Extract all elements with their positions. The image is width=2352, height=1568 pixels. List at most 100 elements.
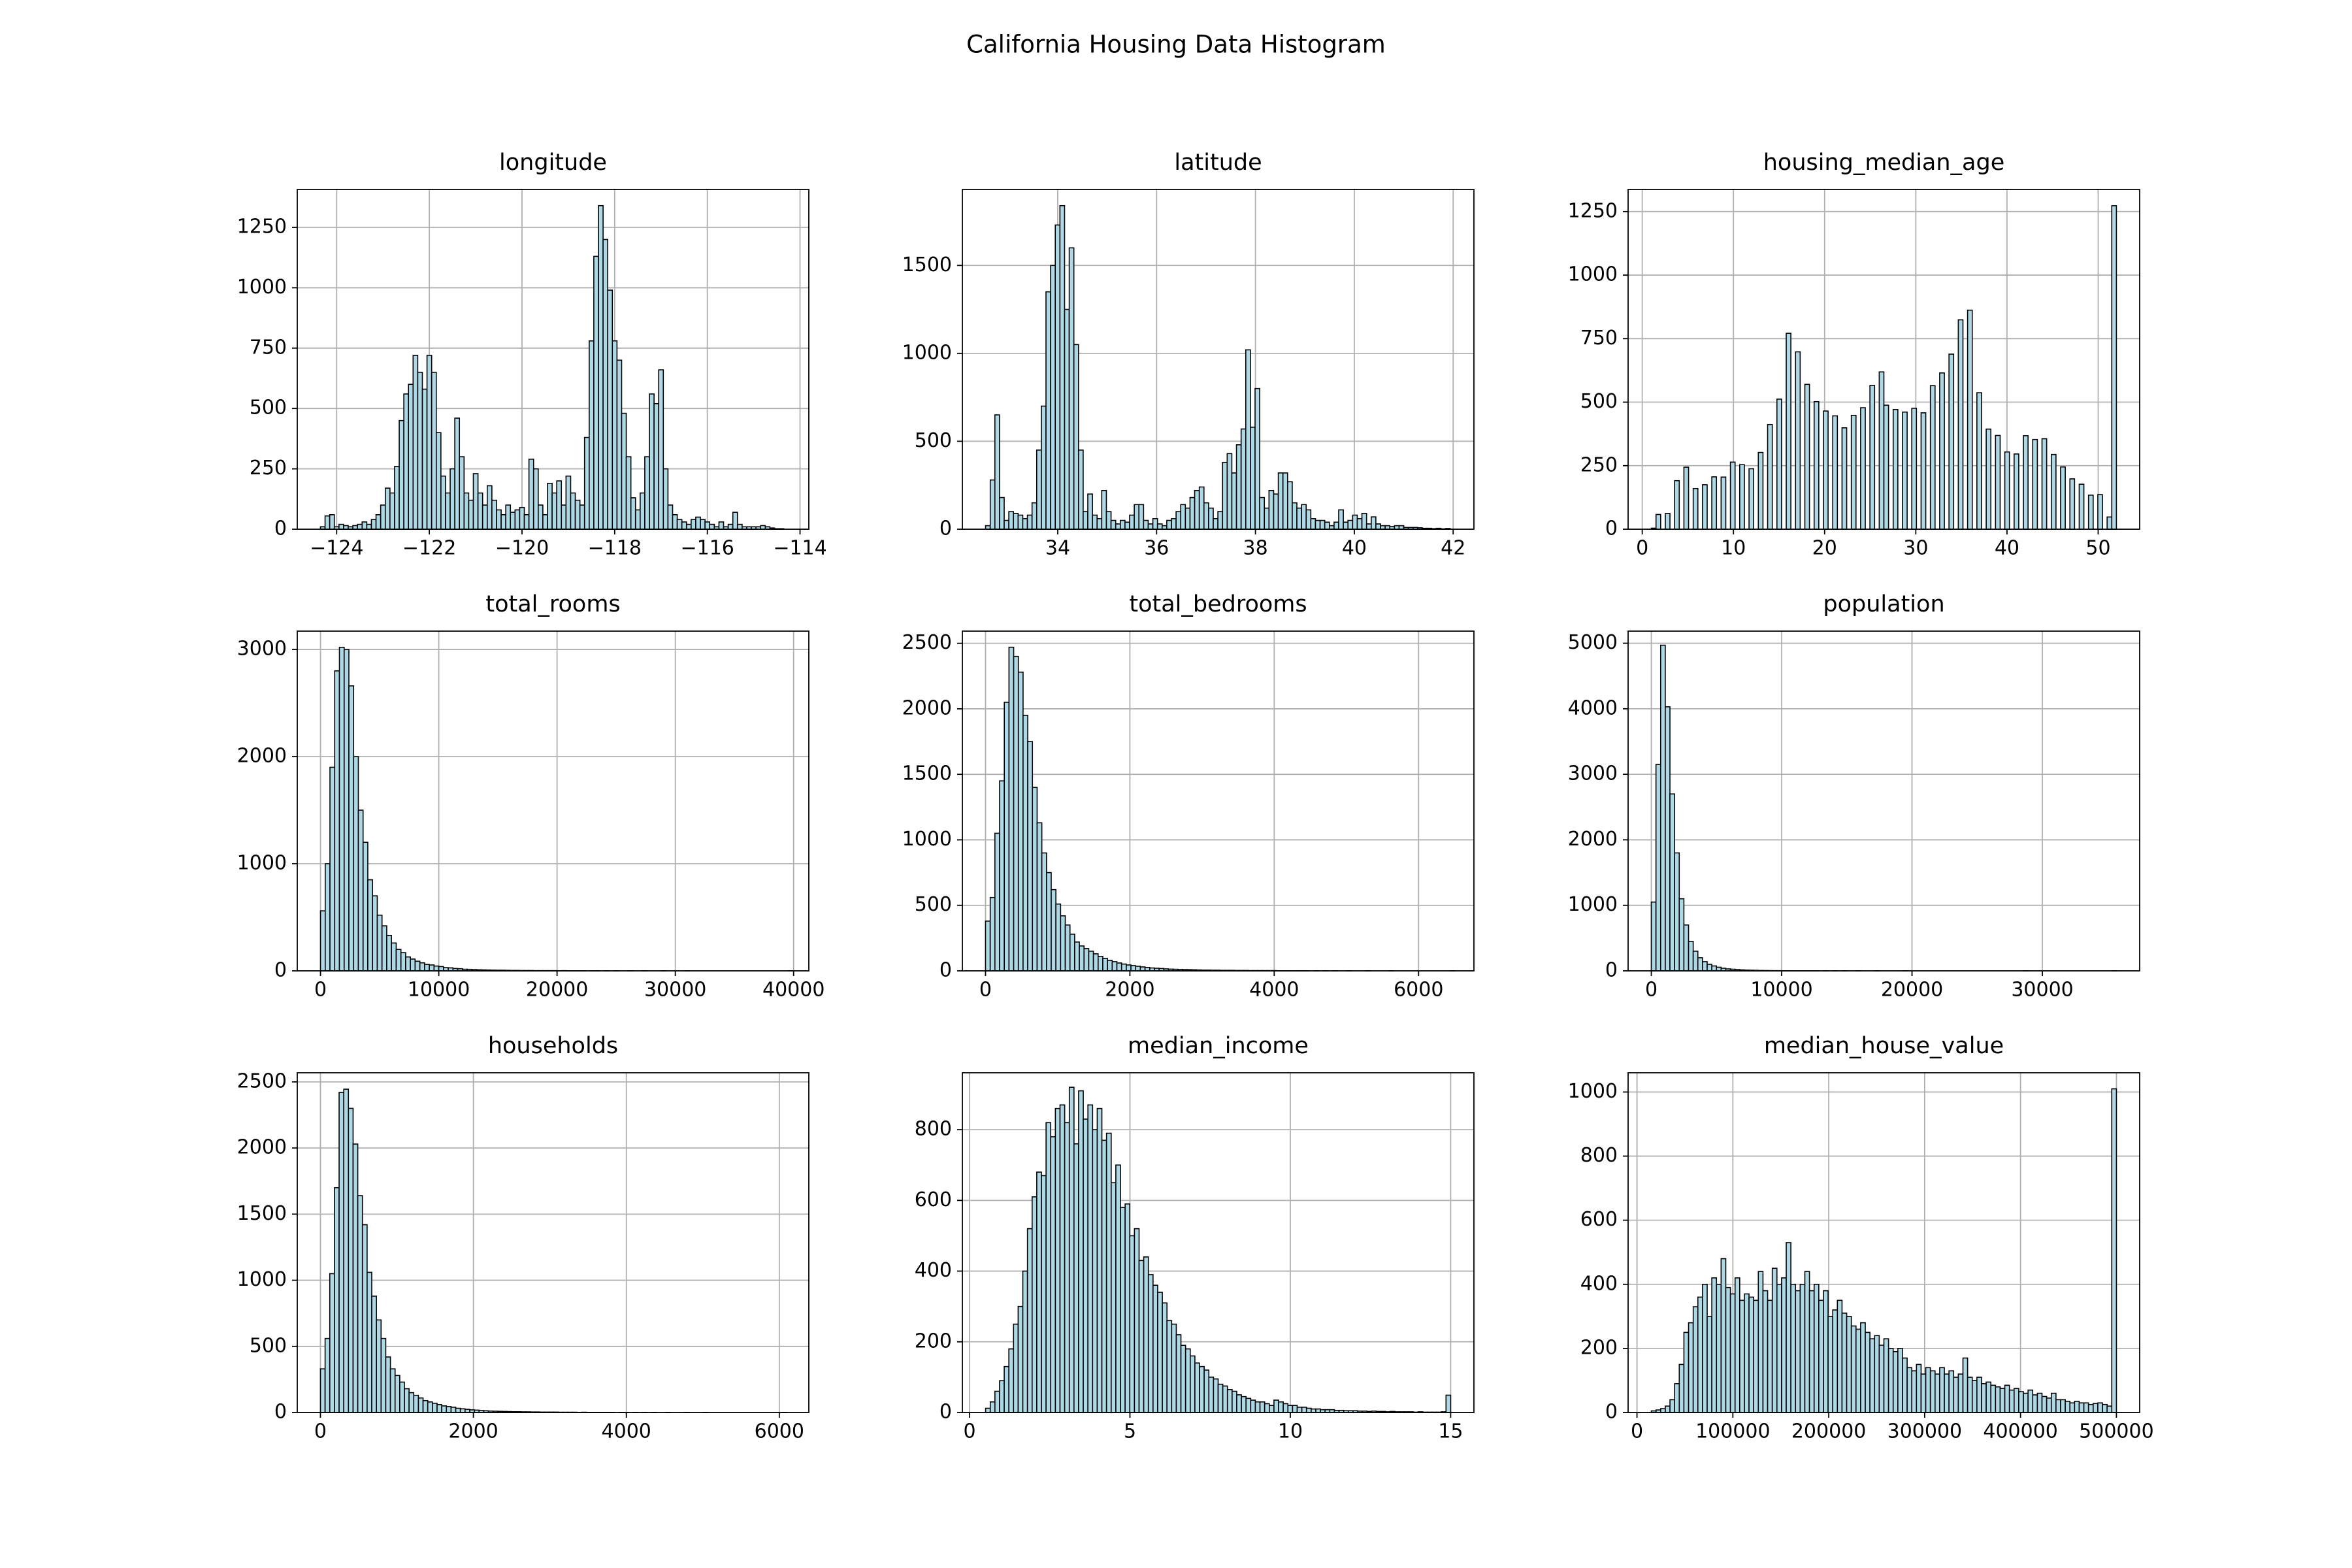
- bar: [1655, 514, 1661, 530]
- x-tick-label: 4000: [1249, 979, 1299, 1002]
- bar: [985, 1407, 991, 1413]
- bar: [999, 1380, 1005, 1413]
- bar: [1767, 1299, 1773, 1413]
- bar: [519, 506, 525, 530]
- bar: [1753, 1299, 1759, 1413]
- x-tick-label: 0: [314, 1420, 327, 1443]
- bar: [1213, 1378, 1219, 1413]
- y-tick-label: 1000: [237, 1268, 287, 1291]
- bar: [1786, 333, 1791, 530]
- bar: [1702, 1283, 1708, 1413]
- y-tick-label: 750: [1580, 327, 1618, 350]
- bar: [1850, 414, 1857, 530]
- bar: [1166, 1320, 1173, 1413]
- bar: [1934, 1373, 1940, 1413]
- bar: [1124, 521, 1130, 530]
- bar: [1054, 224, 1061, 530]
- bar: [496, 509, 502, 530]
- bar: [329, 1273, 335, 1413]
- bar: [1022, 1270, 1028, 1413]
- bar: [1273, 1399, 1279, 1413]
- bar: [994, 414, 1000, 530]
- bar: [394, 1375, 400, 1413]
- bar: [1017, 671, 1024, 972]
- y-tick-label: 2000: [902, 696, 952, 719]
- x-tick-label: 42: [1441, 537, 1465, 560]
- bar: [510, 512, 516, 530]
- bar: [386, 935, 392, 972]
- x-tick-label: 20: [1812, 537, 1837, 560]
- bar: [1771, 1267, 1778, 1413]
- bar: [676, 519, 683, 530]
- y-tick-label: 0: [274, 959, 287, 982]
- bar: [1073, 344, 1079, 530]
- bar: [1841, 427, 1848, 530]
- bar: [380, 1337, 387, 1413]
- bar: [1147, 1274, 1154, 1413]
- bar: [630, 497, 636, 530]
- bar: [709, 523, 715, 530]
- bar: [1138, 1260, 1145, 1413]
- bar: [1088, 951, 1094, 972]
- bar: [1059, 1104, 1066, 1413]
- bar: [1078, 1090, 1084, 1413]
- bar: [1203, 502, 1209, 530]
- bar: [561, 504, 567, 530]
- bar: [1226, 1389, 1233, 1413]
- bar: [417, 1397, 424, 1413]
- bar: [338, 523, 344, 530]
- subplot-title: population: [1823, 591, 1944, 617]
- bar: [1268, 489, 1275, 530]
- bar: [1305, 509, 1312, 530]
- bar: [2069, 1402, 2076, 1413]
- x-tick-label: 50: [2085, 537, 2110, 560]
- bar: [1105, 1132, 1112, 1413]
- bar: [1702, 961, 1708, 972]
- bar: [1669, 793, 1675, 972]
- bar: [1711, 965, 1718, 972]
- bar: [1138, 504, 1145, 530]
- subplot-title: latitude: [1174, 150, 1262, 176]
- bar: [1953, 1377, 1959, 1413]
- bar: [1273, 493, 1279, 530]
- bar: [999, 497, 1005, 530]
- bar: [343, 1088, 350, 1413]
- x-tick-label: 15: [1438, 1420, 1463, 1443]
- bar: [1860, 407, 1866, 530]
- x-tick-label: 2000: [448, 1420, 498, 1443]
- y-tick-label: 0: [274, 517, 287, 540]
- bar: [1948, 1370, 1955, 1413]
- bar: [1874, 1335, 1880, 1413]
- bar: [579, 504, 585, 530]
- bar: [1199, 1365, 1205, 1413]
- bar: [1692, 951, 1699, 972]
- bar: [435, 432, 442, 530]
- bar: [389, 492, 395, 530]
- y-tick-label: 2000: [237, 1136, 287, 1159]
- bar: [1892, 409, 1899, 530]
- bar: [1957, 319, 1964, 530]
- bar: [732, 512, 738, 530]
- bar: [1111, 961, 1118, 972]
- bar: [556, 480, 563, 530]
- bar: [1865, 1331, 1870, 1413]
- bar: [1776, 399, 1782, 530]
- bar: [1064, 308, 1070, 530]
- bar: [612, 340, 618, 530]
- bar: [1129, 514, 1135, 530]
- x-tick-label: 6000: [755, 1420, 804, 1443]
- bar: [1282, 1403, 1289, 1413]
- bar: [1808, 1290, 1815, 1413]
- y-tick-label: 0: [939, 959, 952, 982]
- bar: [1911, 1370, 1918, 1413]
- bar: [353, 756, 359, 972]
- bar: [574, 499, 581, 530]
- bar: [1026, 1228, 1033, 1413]
- bar: [1897, 1348, 1903, 1413]
- bar: [433, 965, 440, 972]
- x-tick-label: 300000: [1887, 1420, 1963, 1443]
- bar: [704, 521, 711, 530]
- bar: [404, 1388, 410, 1413]
- x-tick-label: −114: [773, 537, 826, 560]
- y-tick-label: 800: [1580, 1144, 1618, 1167]
